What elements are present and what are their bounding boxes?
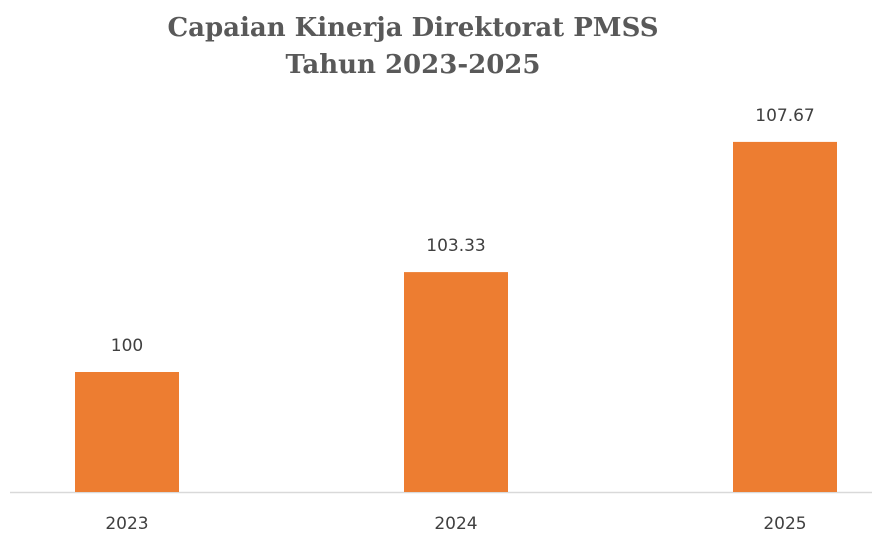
bar: [733, 141, 837, 492]
chart-title: Capaian Kinerja Direktorat PMSS: [167, 13, 658, 43]
data-label: 100: [111, 336, 143, 356]
bar: [404, 272, 508, 492]
data-label: 107.67: [755, 106, 814, 126]
data-label: 103.33: [426, 236, 485, 256]
chart-title: Tahun 2023-2025: [286, 50, 541, 80]
x-tick-label: 2024: [434, 514, 477, 534]
x-tick-label: 2025: [763, 514, 806, 534]
bar: [75, 372, 179, 492]
x-tick-label: 2023: [105, 514, 148, 534]
